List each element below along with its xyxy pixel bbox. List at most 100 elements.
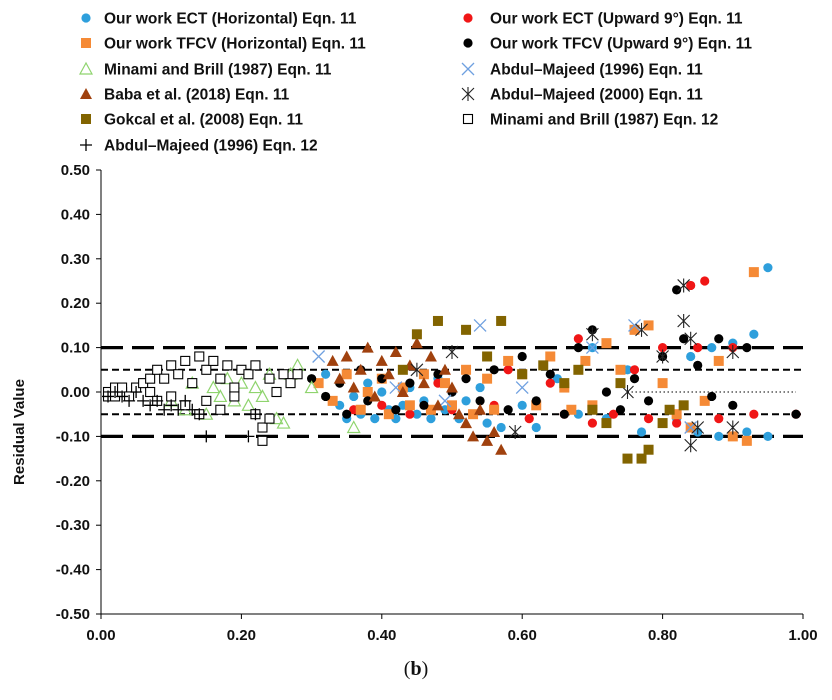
data-point-3-5 bbox=[363, 396, 373, 406]
caption-letter: b bbox=[410, 658, 422, 680]
data-point-0-19 bbox=[461, 396, 471, 406]
data-point-1-1 bbox=[377, 400, 387, 410]
data-point-7-11 bbox=[691, 420, 705, 435]
data-point-0-39 bbox=[742, 427, 752, 437]
data-point-10-4 bbox=[130, 386, 143, 398]
x-tick-label-0: 0.00 bbox=[86, 627, 115, 644]
data-point-2-22 bbox=[566, 404, 577, 415]
y-axis-title: Residual Value bbox=[11, 379, 28, 485]
chart-axes bbox=[96, 169, 804, 619]
data-point-1-14 bbox=[629, 365, 640, 375]
data-point-2-27 bbox=[629, 324, 640, 335]
data-point-0-23 bbox=[496, 422, 506, 433]
data-point-6-4 bbox=[354, 363, 367, 375]
data-point-6-18 bbox=[453, 408, 466, 420]
data-point-9-26 bbox=[215, 404, 226, 415]
data-point-9-36 bbox=[264, 413, 275, 424]
data-point-10-10 bbox=[172, 403, 185, 416]
data-point-8-8 bbox=[559, 378, 570, 389]
y-tick-label-2: 0.30 bbox=[61, 251, 90, 268]
data-point-10-6 bbox=[144, 399, 157, 412]
data-point-4-17 bbox=[304, 380, 319, 394]
data-point-2-17 bbox=[503, 355, 514, 366]
data-point-6-8 bbox=[382, 368, 395, 380]
data-point-9-27 bbox=[222, 360, 233, 371]
data-point-1-7 bbox=[503, 365, 513, 375]
x-tick-label-4: 0.80 bbox=[648, 627, 677, 644]
data-point-2-2 bbox=[341, 369, 352, 380]
data-point-9-17 bbox=[180, 355, 191, 366]
caption-close-paren: ) bbox=[421, 658, 429, 680]
legend-marker-4 bbox=[78, 61, 94, 75]
data-point-9-12 bbox=[152, 364, 163, 375]
data-point-7-9 bbox=[684, 438, 698, 453]
data-point-3-31 bbox=[714, 334, 724, 344]
data-point-10-16 bbox=[249, 408, 262, 421]
data-point-2-30 bbox=[671, 409, 682, 420]
data-point-7-6 bbox=[656, 349, 669, 364]
data-point-1-15 bbox=[643, 414, 654, 424]
data-point-6-22 bbox=[481, 434, 494, 446]
caption-open-paren: ( bbox=[403, 658, 411, 680]
data-point-9-38 bbox=[271, 386, 282, 398]
data-point-0-7 bbox=[377, 387, 387, 397]
data-point-7-8 bbox=[677, 313, 691, 328]
data-point-6-12 bbox=[410, 337, 423, 349]
data-point-10-7 bbox=[151, 394, 164, 407]
data-point-9-33 bbox=[250, 360, 261, 371]
x-tick-label-3: 0.60 bbox=[508, 627, 537, 644]
data-point-3-0 bbox=[307, 374, 317, 384]
data-point-2-3 bbox=[355, 404, 366, 415]
y-tick-label-5: 0.00 bbox=[61, 384, 90, 401]
data-point-2-16 bbox=[489, 404, 500, 415]
data-point-3-30 bbox=[707, 391, 717, 402]
data-point-0-37 bbox=[714, 431, 724, 441]
data-point-10-9 bbox=[165, 399, 178, 412]
data-point-0-31 bbox=[636, 427, 647, 437]
series-8 bbox=[397, 315, 689, 464]
data-point-1-11 bbox=[573, 334, 583, 344]
data-point-0-21 bbox=[475, 382, 485, 393]
data-point-4-4 bbox=[206, 380, 221, 394]
data-point-6-14 bbox=[424, 350, 437, 362]
x-tick-label-5: 1.00 bbox=[788, 627, 817, 644]
legend-marker-6 bbox=[80, 88, 92, 99]
legend-item-9: Minami and Brill (1987) Eqn. 12 bbox=[462, 112, 718, 129]
legend-item-5: Abdul–Majeed (1996) Eqn. 11 bbox=[461, 62, 703, 79]
data-point-8-0 bbox=[397, 364, 408, 375]
data-point-6-15 bbox=[431, 399, 444, 411]
data-point-6-6 bbox=[368, 390, 381, 402]
y-tick-label-8: -0.30 bbox=[56, 517, 90, 534]
data-point-1-12 bbox=[587, 418, 598, 428]
data-point-6-2 bbox=[340, 350, 353, 362]
data-point-3-23 bbox=[615, 405, 626, 415]
data-point-3-33 bbox=[742, 343, 752, 353]
data-point-0-0 bbox=[321, 369, 331, 379]
data-point-2-10 bbox=[425, 404, 436, 415]
legend-label-0: Our work ECT (Horizontal) Eqn. 11 bbox=[104, 11, 357, 28]
y-tick-label-6: -0.10 bbox=[56, 428, 90, 445]
data-point-8-1 bbox=[411, 329, 422, 340]
data-point-9-24 bbox=[208, 355, 219, 366]
data-point-9-10 bbox=[145, 373, 156, 384]
legend-marker-1 bbox=[463, 13, 473, 23]
legend-label-3: Our work TFCV (Upward 9°) Eqn. 11 bbox=[490, 36, 752, 53]
y-tick-label-9: -0.40 bbox=[56, 562, 90, 579]
data-point-2-6 bbox=[383, 409, 394, 420]
data-point-2-35 bbox=[741, 435, 752, 446]
y-tick-label-0: 0.50 bbox=[61, 162, 90, 179]
data-point-2-20 bbox=[545, 351, 556, 362]
data-points bbox=[102, 263, 801, 464]
data-point-1-21 bbox=[714, 414, 724, 424]
data-point-10-13 bbox=[193, 408, 206, 421]
data-point-9-21 bbox=[194, 351, 205, 362]
data-point-10-3 bbox=[123, 394, 136, 407]
data-point-6-17 bbox=[446, 381, 458, 393]
data-point-8-11 bbox=[601, 418, 612, 429]
data-point-9-23 bbox=[201, 364, 212, 375]
legend-marker-0 bbox=[81, 13, 91, 23]
data-point-6-5 bbox=[361, 341, 374, 353]
legend-label-7: Abdul–Majeed (2000) Eqn. 11 bbox=[490, 87, 703, 104]
data-point-6-23 bbox=[488, 425, 501, 437]
